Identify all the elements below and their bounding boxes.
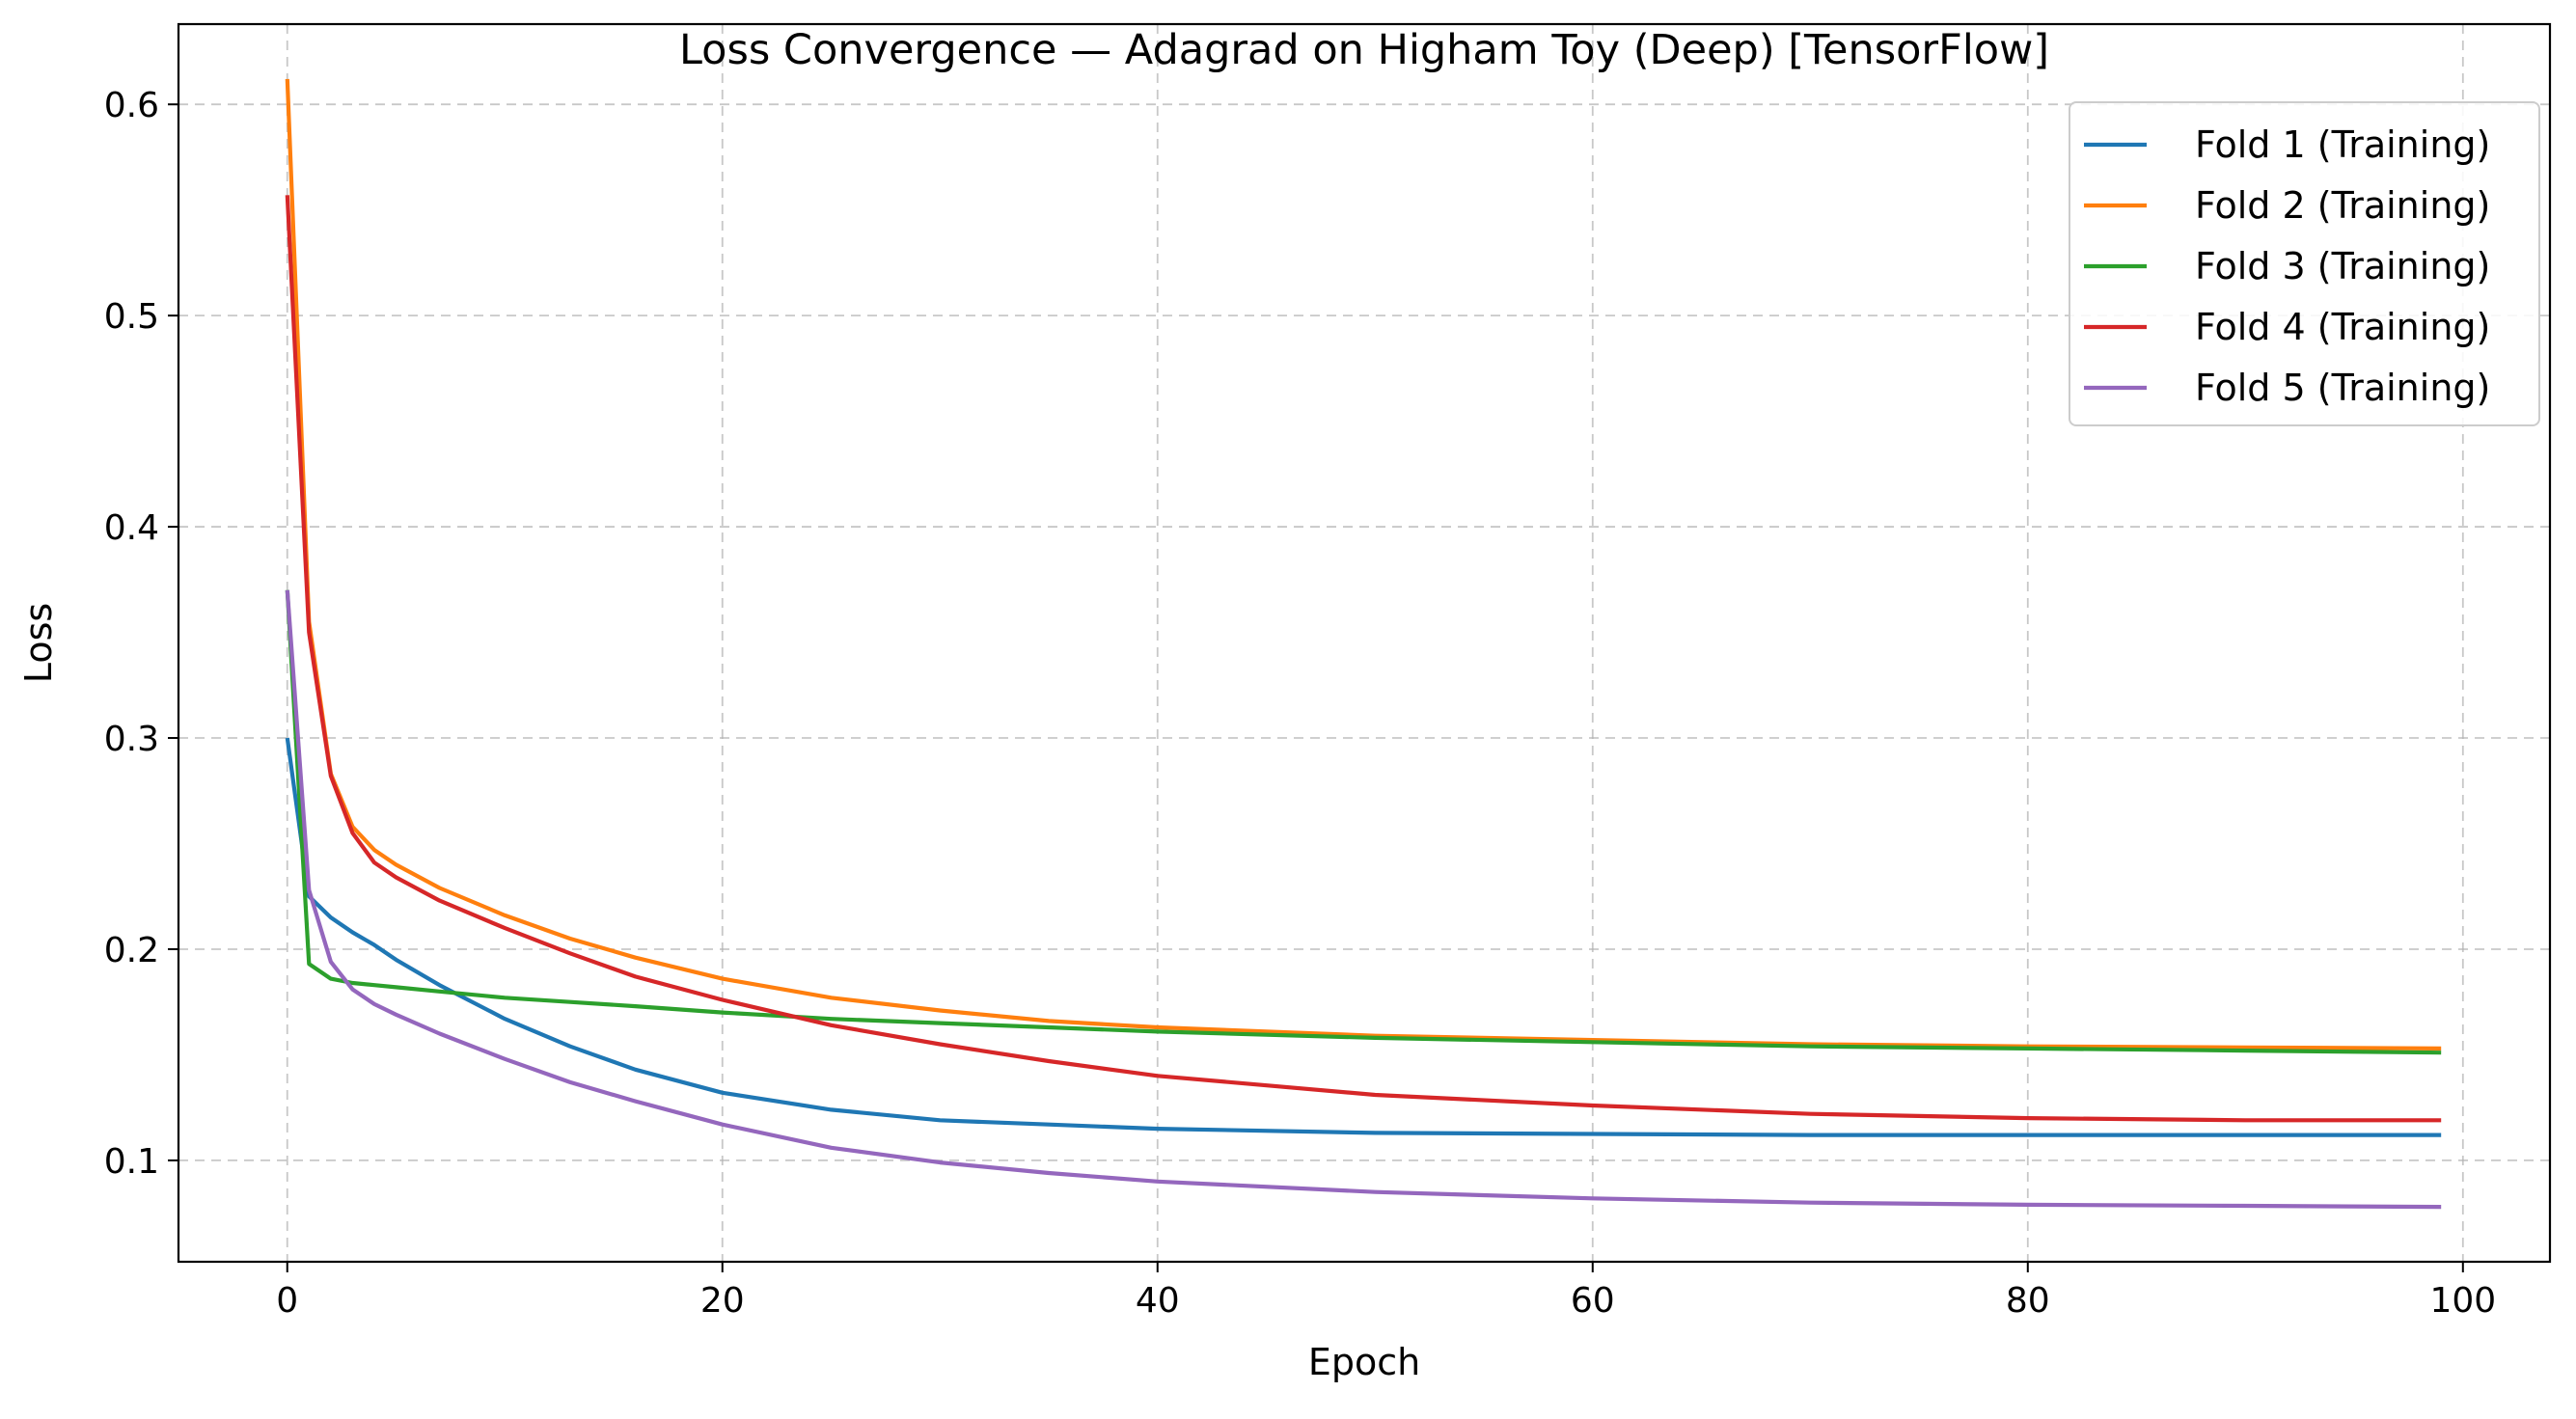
legend: Fold 1 (Training) Fold 2 (Training) Fold 3… xyxy=(2069,101,2540,426)
legend-label-fold-1: Fold 1 (Training) xyxy=(2195,123,2490,166)
legend-label-fold-2: Fold 2 (Training) xyxy=(2195,184,2490,227)
x-tick-label: 80 xyxy=(2006,1281,2050,1321)
legend-label-fold-5: Fold 5 (Training) xyxy=(2195,367,2490,409)
chart-title: Loss Convergence — Adagrad on Higham Toy… xyxy=(679,26,2049,74)
y-tick-label: 0.1 xyxy=(104,1142,159,1182)
legend-box xyxy=(2069,101,2540,426)
x-tick-label: 0 xyxy=(276,1281,298,1321)
y-axis-label: Loss xyxy=(17,603,60,683)
series-line-fold-3 xyxy=(285,589,2442,1055)
series-line-fold-5 xyxy=(285,589,2442,1210)
plot-frame xyxy=(177,22,2552,1264)
x-axis-label: Epoch xyxy=(1308,1341,1420,1383)
series-line-fold-1 xyxy=(285,737,2442,1137)
x-tick-label: 40 xyxy=(1136,1281,1180,1321)
y-tick-label: 0.6 xyxy=(104,86,159,125)
x-tick-label: 60 xyxy=(1571,1281,1615,1321)
y-tick-label: 0.2 xyxy=(104,931,159,970)
legend-label-fold-4: Fold 4 (Training) xyxy=(2195,306,2490,348)
y-tick-label: 0.5 xyxy=(104,297,159,337)
series-line-fold-2 xyxy=(285,78,2442,1051)
y-tick-label: 0.4 xyxy=(104,508,159,548)
x-tick-label: 100 xyxy=(2429,1281,2496,1321)
legend-label-fold-3: Fold 3 (Training) xyxy=(2195,245,2490,287)
y-tick-label: 0.3 xyxy=(104,720,159,759)
series-lines xyxy=(285,78,2442,1210)
series-line-fold-4 xyxy=(285,195,2442,1123)
axis-ticks: 0 20 40 60 80 100 0.1 0.2 0.3 0.4 0.5 0.6 xyxy=(104,86,2496,1321)
x-tick-label: 20 xyxy=(700,1281,745,1321)
